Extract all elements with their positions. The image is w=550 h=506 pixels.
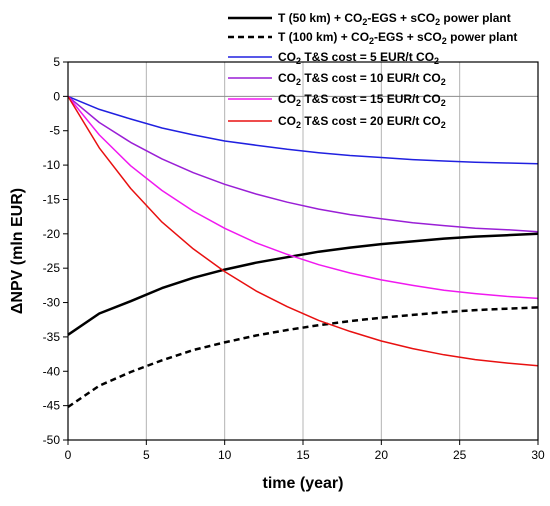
- x-tick-label: 30: [531, 448, 545, 462]
- y-tick-label: 0: [53, 89, 60, 103]
- axis-ticks: 0 5 10 15 20 25 30 5 0 -5 -10 -15 -20 -25 -30 -35 -40 -45…: [43, 55, 545, 462]
- legend-item-4: CO2 T&S cost = 10 EUR/t CO2: [228, 71, 446, 87]
- series-line-4: [67, 95, 539, 233]
- x-axis-title: time (year): [263, 475, 344, 492]
- y-tick-label: -25: [43, 261, 61, 275]
- x-tick-label: 0: [65, 448, 72, 462]
- x-tick-label: 25: [453, 448, 467, 462]
- series-line-1: [67, 232, 539, 336]
- legend-item-6: CO2 T&S cost = 20 EUR/t CO2: [228, 114, 446, 130]
- y-tick-label: -45: [43, 399, 61, 413]
- y-tick-label: -35: [43, 330, 61, 344]
- y-axis-title: ΔNPV (mln EUR): [9, 188, 26, 314]
- legend-label: CO2 T&S cost = 5 EUR/t CO2: [278, 50, 439, 66]
- legend-item-2: T (100 km) + CO2-EGS + sCO2 power plant: [228, 30, 517, 46]
- legend-label: T (50 km) + CO2-EGS + sCO2 power plant: [278, 11, 511, 27]
- series-line-5: [67, 95, 539, 300]
- legend-item-5: CO2 T&S cost = 15 EUR/t CO2: [228, 92, 446, 108]
- gridlines: [145, 62, 461, 440]
- legend-label: CO2 T&S cost = 10 EUR/t CO2: [278, 71, 446, 87]
- legend-label: CO2 T&S cost = 20 EUR/t CO2: [278, 114, 446, 130]
- legend-label: CO2 T&S cost = 15 EUR/t CO2: [278, 92, 446, 108]
- legend-item-1: T (50 km) + CO2-EGS + sCO2 power plant: [228, 11, 511, 27]
- y-tick-label: -50: [43, 433, 61, 447]
- x-tick-label: 20: [375, 448, 389, 462]
- y-tick-label: -30: [43, 296, 61, 310]
- series-lines: [67, 95, 539, 409]
- x-tick-label: 15: [296, 448, 310, 462]
- y-tick-label: -15: [43, 192, 61, 206]
- series-line-2: [67, 306, 539, 409]
- y-tick-label: 5: [53, 55, 60, 69]
- series-line-6: [67, 96, 539, 367]
- legend: T (50 km) + CO2-EGS + sCO2 power plant T …: [228, 11, 517, 130]
- legend-item-3: CO2 T&S cost = 5 EUR/t CO2: [228, 50, 439, 66]
- y-tick-label: -10: [43, 158, 61, 172]
- y-tick-label: -20: [43, 227, 61, 241]
- x-tick-label: 5: [143, 448, 150, 462]
- legend-label: T (100 km) + CO2-EGS + sCO2 power plant: [278, 30, 517, 46]
- series-line-3: [67, 95, 539, 165]
- x-tick-label: 10: [218, 448, 232, 462]
- y-tick-label: -5: [49, 124, 60, 138]
- y-tick-label: -40: [43, 364, 61, 378]
